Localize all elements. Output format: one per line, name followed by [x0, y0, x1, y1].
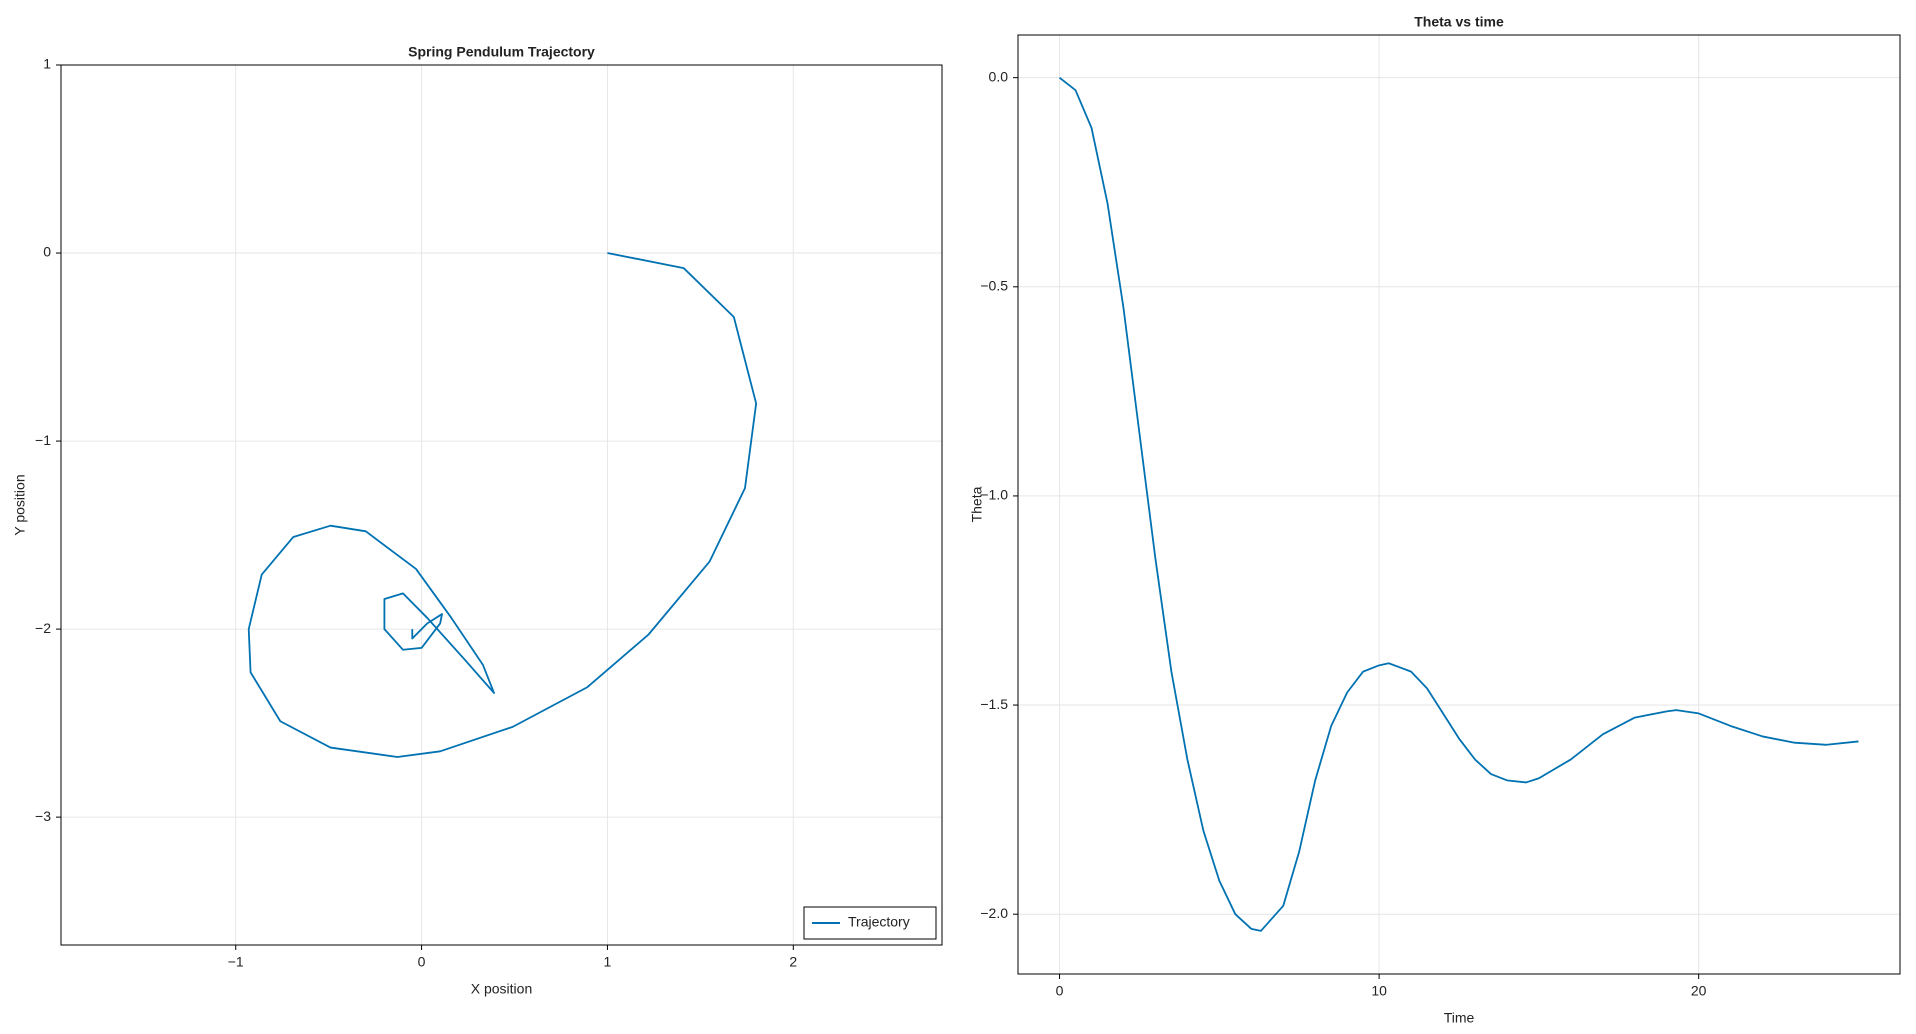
y-tick-label: −1.0	[980, 487, 1008, 503]
y-tick-label: 0	[43, 244, 51, 260]
line-series	[247, 252, 758, 758]
chart-title: Spring Pendulum Trajectory	[408, 44, 595, 60]
line-series	[1058, 76, 1859, 932]
x-axis-label: X position	[471, 981, 532, 997]
x-tick-label: 10	[1371, 983, 1387, 999]
y-tick-label: −3	[35, 808, 51, 824]
y-tick-label: 1	[43, 56, 51, 72]
x-tick-label: 0	[418, 954, 426, 970]
legend-label: Trajectory	[848, 914, 910, 930]
y-tick-label: −1.5	[980, 696, 1008, 712]
legend-box	[803, 906, 937, 940]
chart-title: Theta vs time	[1414, 14, 1504, 30]
y-tick-label: −0.5	[980, 277, 1008, 293]
y-tick-label: −2.0	[980, 905, 1008, 921]
x-tick-label: 1	[604, 954, 612, 970]
x-tick-label: 0	[1056, 983, 1064, 999]
y-tick-label: −1	[35, 432, 51, 448]
plot-frame	[60, 64, 943, 946]
x-tick-label: 2	[789, 954, 797, 970]
x-tick-label: −1	[228, 954, 244, 970]
x-tick-label: 20	[1691, 983, 1707, 999]
x-axis-label: Time	[1444, 1010, 1475, 1026]
y-tick-label: 0.0	[989, 68, 1009, 84]
y-axis-label: Y position	[12, 474, 28, 535]
y-axis-label: Theta	[969, 486, 985, 522]
plot-frame	[1017, 34, 1901, 975]
y-tick-label: −2	[35, 620, 51, 636]
